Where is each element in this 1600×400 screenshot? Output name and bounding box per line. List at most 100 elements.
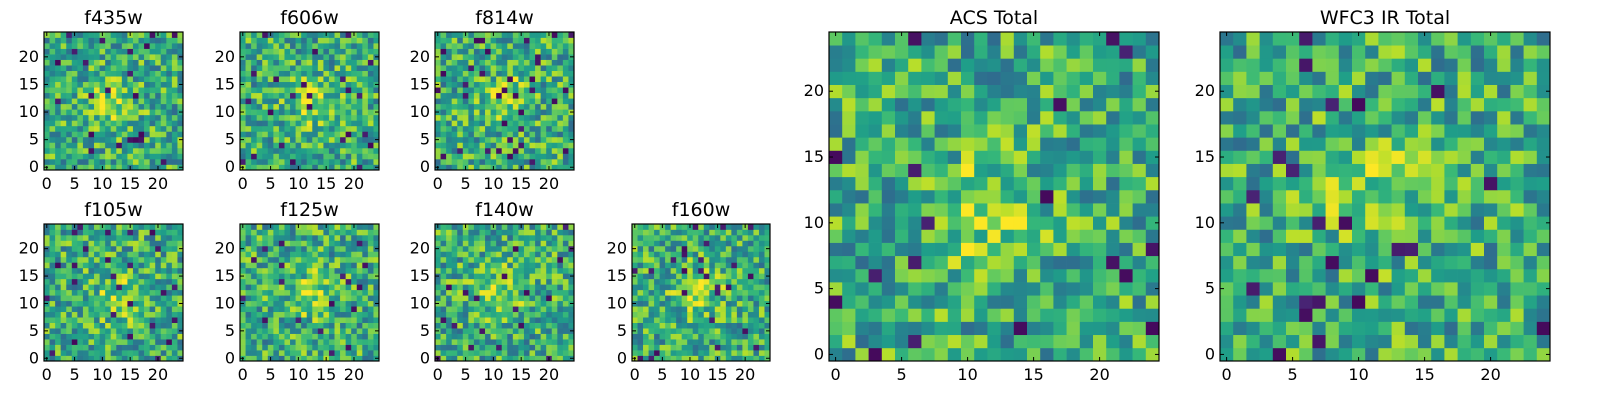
heatmap-cell xyxy=(446,92,453,99)
heatmap-cell xyxy=(947,255,962,270)
heatmap-cell xyxy=(94,114,100,121)
heatmap-cell xyxy=(171,103,178,110)
heatmap-cell xyxy=(312,267,319,274)
heatmap-cell xyxy=(546,333,553,340)
heatmap-cell xyxy=(121,328,128,334)
heatmap-cell xyxy=(251,65,258,71)
heatmap-cell xyxy=(692,300,699,307)
heatmap-cell xyxy=(1013,189,1028,204)
heatmap-cell xyxy=(512,322,519,329)
heatmap-cell xyxy=(356,328,363,334)
heatmap-cell xyxy=(278,98,285,105)
heatmap-cell xyxy=(121,125,128,132)
heatmap-cell xyxy=(643,355,649,362)
heatmap-cell xyxy=(105,43,112,49)
heatmap-cell xyxy=(654,251,660,258)
heatmap-cell xyxy=(457,164,464,171)
heatmap-cell xyxy=(468,267,475,274)
heatmap-cell xyxy=(457,355,464,362)
heatmap-cell xyxy=(144,262,150,269)
heatmap-cell xyxy=(256,76,263,83)
heatmap-cell xyxy=(446,158,453,165)
heatmap-cell xyxy=(947,229,962,243)
heatmap-cell xyxy=(881,282,896,296)
x-tick-label: 5 xyxy=(265,174,275,193)
heatmap-cell xyxy=(518,333,525,340)
y-tick-label: 15 xyxy=(607,266,627,285)
heatmap-cell xyxy=(295,70,302,77)
heatmap-cell xyxy=(557,153,564,160)
heatmap-cell xyxy=(868,308,883,322)
heatmap-cell xyxy=(82,98,89,105)
heatmap-cell xyxy=(334,306,341,313)
heatmap-cell xyxy=(256,311,263,318)
heatmap-cell xyxy=(138,267,145,274)
heatmap-cell xyxy=(829,189,843,204)
heatmap-cell xyxy=(256,131,263,138)
heatmap-cell xyxy=(1106,308,1120,322)
heatmap-cell xyxy=(267,147,274,154)
heatmap-cell xyxy=(529,125,536,132)
heatmap-cell xyxy=(529,262,536,269)
heatmap-cell xyxy=(462,142,469,149)
heatmap-cell xyxy=(345,273,352,280)
heatmap-cell xyxy=(77,262,84,269)
heatmap-cell xyxy=(518,284,525,291)
heatmap-cell xyxy=(551,120,558,127)
heatmap-cell xyxy=(479,54,486,60)
heatmap-cell xyxy=(440,136,447,143)
heatmap-cell xyxy=(440,120,447,127)
heatmap-cell xyxy=(512,273,519,280)
heatmap-cell xyxy=(665,240,671,247)
heatmap-cell xyxy=(523,81,530,88)
heatmap-cell xyxy=(496,142,503,149)
heatmap-cell xyxy=(71,311,78,318)
heatmap-cell xyxy=(273,245,280,252)
heatmap-cell xyxy=(535,350,541,356)
heatmap-cell xyxy=(523,142,530,149)
heatmap-cell xyxy=(127,295,134,302)
heatmap-cell xyxy=(166,158,173,165)
heatmap-cell xyxy=(155,131,162,138)
heatmap-cell xyxy=(512,76,519,83)
heatmap-cell xyxy=(1145,189,1160,204)
heatmap-cell xyxy=(709,300,716,307)
heatmap-cell xyxy=(473,344,480,351)
heatmap-cell xyxy=(351,229,358,236)
heatmap-cell xyxy=(262,158,269,165)
heatmap-cell xyxy=(440,256,447,263)
heatmap-cell xyxy=(551,70,558,77)
heatmap-cell xyxy=(709,306,716,313)
heatmap-cell xyxy=(323,267,330,274)
heatmap-cell xyxy=(557,278,564,285)
heatmap-cell xyxy=(961,308,975,322)
heatmap-cell xyxy=(1119,308,1133,322)
heatmap-cell xyxy=(105,278,112,285)
heatmap-cell xyxy=(121,59,128,66)
heatmap-cell xyxy=(512,333,519,340)
heatmap-cell xyxy=(290,322,296,329)
heatmap-cell xyxy=(373,240,380,247)
heatmap-cell xyxy=(323,339,330,345)
heatmap-cell xyxy=(485,350,491,356)
heatmap-cell xyxy=(535,328,541,334)
heatmap-cell xyxy=(670,273,677,280)
heatmap-cell xyxy=(71,37,78,44)
heatmap-cell xyxy=(273,92,280,99)
heatmap-cell xyxy=(557,240,564,247)
heatmap-cell xyxy=(44,284,50,291)
heatmap-cell xyxy=(868,150,883,164)
heatmap-cell xyxy=(468,256,475,263)
heatmap-cell xyxy=(720,289,727,296)
heatmap-cell xyxy=(562,32,569,38)
heatmap-cell xyxy=(367,295,374,302)
heatmap-cell xyxy=(725,273,732,280)
heatmap-cell xyxy=(71,87,78,94)
heatmap-cell xyxy=(144,251,150,258)
heatmap-cell xyxy=(71,344,78,351)
heatmap-cell xyxy=(753,229,760,236)
heatmap-cell xyxy=(557,142,564,149)
heatmap-cell xyxy=(1145,321,1160,336)
heatmap-cell xyxy=(747,300,754,307)
heatmap-cell xyxy=(1013,282,1028,296)
